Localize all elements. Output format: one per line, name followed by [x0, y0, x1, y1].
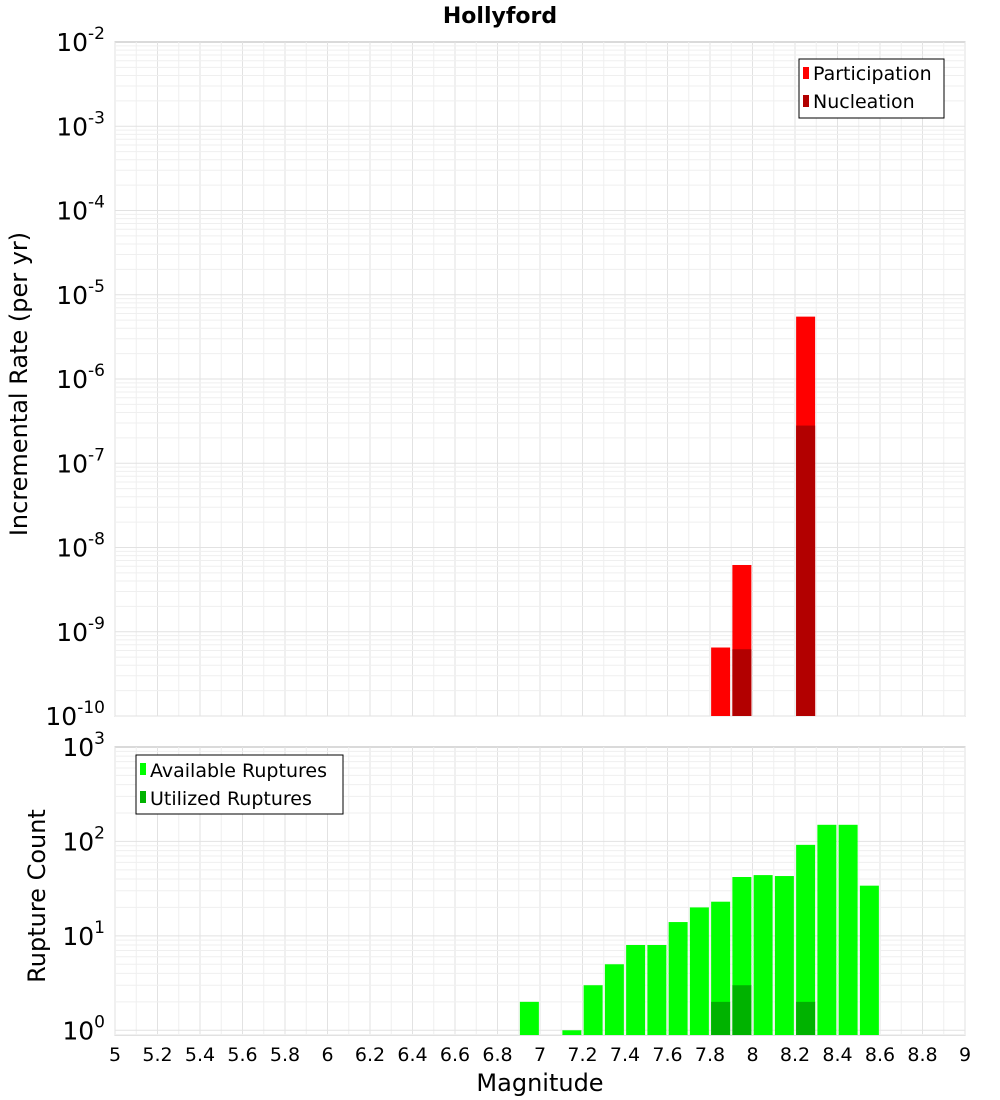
- legend-swatch-participation: [803, 67, 809, 79]
- bar-available-ruptures: [838, 824, 858, 1035]
- y-tick-label: 100: [62, 1012, 105, 1045]
- legend-label-nucleation: Nucleation: [813, 91, 915, 113]
- y-tick-label: 10-10: [45, 698, 105, 731]
- legend-label-participation: Participation: [813, 63, 932, 85]
- bar-available-ruptures: [647, 945, 667, 1035]
- top-y-axis-label: Incremental Rate (per yr): [5, 232, 33, 536]
- chart-title: Hollyford: [443, 4, 557, 29]
- y-tick-label: 10-3: [56, 108, 105, 141]
- y-tick-label: 10-2: [56, 24, 105, 57]
- bottom-panel: 103 102 101 100 5 5.2 5.4 5.6 5.8 6 6.2 6.4 6.6 6.8 7…: [23, 729, 971, 1097]
- top-panel: 10-2 10-3 10-4 10-5 10-6 10-7 10-8 10-9 10-10 In…: [5, 24, 966, 731]
- bar-utilized-ruptures: [796, 1001, 816, 1035]
- x-tick-label: 5.2: [142, 1044, 172, 1066]
- x-axis-label: Magnitude: [476, 1069, 603, 1097]
- bar-available-ruptures: [817, 824, 837, 1035]
- x-tick-label: 8.8: [907, 1044, 937, 1066]
- bar-available-ruptures: [626, 945, 646, 1035]
- x-tick-label: 6.6: [440, 1044, 470, 1066]
- bottom-y-axis-label: Rupture Count: [23, 809, 51, 983]
- y-tick-label: 10-8: [56, 530, 105, 563]
- bottom-legend: Available Ruptures Utilized Ruptures: [135, 754, 344, 815]
- bar-available-ruptures: [604, 964, 624, 1035]
- bar-nucleation: [796, 425, 816, 716]
- legend-swatch-available-ruptures: [140, 763, 146, 775]
- x-tick-label: 5.6: [227, 1044, 257, 1066]
- y-tick-label: 102: [62, 823, 105, 856]
- bar-available-ruptures: [519, 1001, 539, 1035]
- top-grid: [114, 42, 966, 717]
- x-tick-label: 6: [321, 1044, 333, 1066]
- bar-available-ruptures: [668, 922, 688, 1035]
- bottom-legend-box: [135, 754, 344, 815]
- bottom-y-tick-labels: 103 102 101 100: [62, 729, 105, 1045]
- x-tick-label: 7.4: [610, 1044, 640, 1066]
- x-tick-label: 5.4: [185, 1044, 215, 1066]
- bar-participation: [711, 647, 731, 716]
- x-tick-label: 7: [534, 1044, 546, 1066]
- legend-label-available-ruptures: Available Ruptures: [150, 760, 327, 782]
- legend-label-utilized-ruptures: Utilized Ruptures: [150, 788, 312, 810]
- legend-swatch-utilized-ruptures: [140, 791, 146, 803]
- x-tick-label: 7.6: [652, 1044, 682, 1066]
- bar-utilized-ruptures: [711, 1001, 731, 1035]
- top-y-tick-labels: 10-2 10-3 10-4 10-5 10-6 10-7 10-8 10-9 10-10: [45, 24, 105, 731]
- y-tick-label: 10-4: [56, 193, 105, 226]
- top-legend: Participation Nucleation: [798, 58, 945, 119]
- x-tick-label: 8.4: [822, 1044, 852, 1066]
- top-bars: [711, 316, 816, 716]
- x-tick-label: 6.4: [397, 1044, 427, 1066]
- bar-nucleation: [732, 649, 752, 716]
- x-tick-labels: 5 5.2 5.4 5.6 5.8 6 6.2 6.4 6.6 6.8 7 7.2 7.4 7.6 7.8 8…: [109, 1044, 971, 1066]
- bar-available-ruptures: [753, 875, 773, 1035]
- bar-available-ruptures: [689, 907, 709, 1035]
- y-tick-label: 10-6: [56, 361, 105, 394]
- x-tick-label: 9: [959, 1044, 971, 1066]
- x-tick-label: 6.8: [482, 1044, 512, 1066]
- bar-available-ruptures: [711, 901, 731, 1035]
- top-legend-box: [798, 58, 945, 119]
- bottom-bars: [519, 824, 879, 1035]
- bar-available-ruptures: [859, 885, 879, 1035]
- x-tick-label: 7.2: [567, 1044, 597, 1066]
- x-tick-label: 5.8: [270, 1044, 300, 1066]
- bar-available-ruptures: [562, 1030, 582, 1035]
- bar-available-ruptures: [583, 985, 603, 1035]
- y-tick-label: 10-5: [56, 277, 105, 310]
- x-tick-label: 8.2: [780, 1044, 810, 1066]
- x-tick-label: 5: [109, 1044, 121, 1066]
- x-tick-label: 8.6: [865, 1044, 895, 1066]
- legend-swatch-nucleation: [803, 95, 809, 107]
- x-tick-label: 7.8: [695, 1044, 725, 1066]
- bar-utilized-ruptures: [732, 985, 752, 1035]
- bar-available-ruptures: [796, 844, 816, 1035]
- bar-available-ruptures: [774, 876, 794, 1035]
- x-tick-label: 8: [746, 1044, 758, 1066]
- y-tick-label: 103: [62, 729, 105, 762]
- y-tick-label: 10-9: [56, 614, 105, 647]
- y-tick-label: 10-7: [56, 445, 105, 478]
- x-tick-label: 6.2: [355, 1044, 385, 1066]
- y-tick-label: 101: [62, 918, 105, 951]
